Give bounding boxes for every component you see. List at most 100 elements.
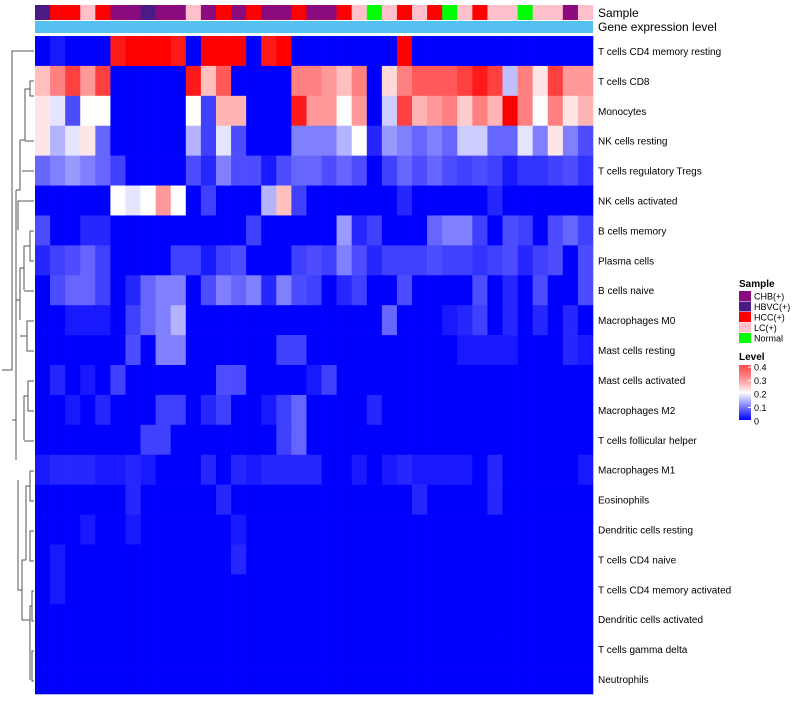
heatmap-cell (50, 36, 66, 67)
heatmap-cell (215, 394, 232, 426)
heatmap-cell (170, 36, 187, 67)
heatmap-cell (336, 574, 353, 605)
heatmap-cell (276, 544, 292, 575)
heatmap-cell (381, 305, 398, 336)
heatmap-cell (246, 305, 262, 336)
heatmap-cell (351, 305, 368, 336)
heatmap-cell (351, 664, 368, 695)
heatmap-cell (577, 454, 594, 485)
heatmap-cell (50, 604, 66, 635)
heatmap-cell (291, 185, 307, 216)
heatmap-cell (215, 514, 232, 545)
sample-annotation-cell (502, 5, 518, 20)
heatmap-cell (442, 544, 458, 575)
heatmap-cell (532, 245, 549, 276)
heatmap-cell (231, 634, 247, 665)
heatmap-cell (231, 215, 247, 246)
heatmap-cell (170, 664, 187, 695)
heatmap-cell (215, 65, 232, 97)
heatmap-cell (140, 664, 156, 695)
heatmap-cell (351, 155, 368, 186)
heatmap-cell (170, 335, 187, 366)
expression-annotation-bar (35, 21, 593, 33)
heatmap-cell (276, 514, 292, 545)
heatmap-cell (562, 245, 579, 276)
heatmap-cell (231, 574, 247, 605)
heatmap-cell (140, 245, 156, 276)
heatmap-cell (200, 275, 217, 306)
heatmap-cell (200, 36, 217, 67)
heatmap-cell (261, 125, 277, 156)
heatmap-cell (427, 125, 443, 156)
heatmap-cell (517, 604, 533, 635)
heatmap-cell (65, 65, 81, 97)
heatmap-cells (35, 36, 594, 695)
sample-annotation-cell (396, 5, 413, 20)
heatmap-cell (306, 215, 322, 246)
heatmap-cell (381, 155, 398, 186)
heatmap-cell (80, 394, 96, 426)
heatmap-cell (442, 424, 458, 456)
heatmap-cell (50, 245, 66, 276)
heatmap-cell (291, 574, 307, 605)
heatmap-cell (577, 664, 594, 695)
row-label: Macrophages M2 (598, 406, 676, 417)
heatmap-cell (487, 454, 503, 485)
heatmap-cell (366, 604, 383, 635)
heatmap-cell (427, 245, 443, 276)
heatmap-cell (215, 155, 232, 186)
heatmap-cell (155, 335, 172, 366)
heatmap-cell (261, 664, 277, 695)
heatmap-cell (276, 454, 292, 485)
heatmap-cell (487, 514, 503, 545)
row-label: Macrophages M1 (598, 466, 676, 477)
heatmap-cell (140, 335, 156, 366)
heatmap-cell (321, 454, 337, 485)
heatmap-cell (276, 664, 292, 695)
heatmap-cell (291, 454, 307, 485)
heatmap-cell (412, 365, 428, 396)
heatmap-cell (577, 394, 594, 426)
heatmap-cell (336, 604, 353, 635)
heatmap-cell (155, 36, 172, 67)
heatmap-cell (487, 335, 503, 366)
heatmap-cell (532, 365, 549, 396)
heatmap-cell (381, 514, 398, 545)
heatmap-cell (321, 484, 337, 515)
heatmap-cell (517, 664, 533, 695)
heatmap-cell (412, 484, 428, 515)
heatmap-cell (351, 215, 368, 246)
heatmap-cell (396, 634, 413, 665)
heatmap-cell (502, 634, 518, 665)
heatmap-cell (442, 245, 458, 276)
heatmap-cell (321, 305, 337, 336)
heatmap-cell (125, 275, 141, 306)
heatmap-cell (246, 544, 262, 575)
heatmap-cell (487, 634, 503, 665)
heatmap-cell (110, 215, 126, 246)
heatmap-cell (351, 424, 368, 456)
heatmap-cell (562, 305, 579, 336)
heatmap-cell (487, 394, 503, 426)
heatmap-cell (50, 634, 66, 665)
heatmap-cell (306, 65, 322, 97)
heatmap-cell (442, 95, 458, 127)
heatmap-cell (200, 155, 217, 186)
heatmap-cell (412, 245, 428, 276)
heatmap-cell (381, 365, 398, 396)
heatmap-cell (487, 424, 503, 456)
heatmap-cell (155, 185, 172, 216)
heatmap-cell (185, 514, 202, 545)
heatmap-cell (321, 544, 337, 575)
heatmap-cell (110, 185, 126, 216)
heatmap-cell (396, 245, 413, 276)
heatmap-cell (110, 65, 126, 97)
row-label: Macrophages M0 (598, 316, 676, 327)
heatmap-cell (276, 394, 292, 426)
heatmap-cell (276, 125, 292, 156)
heatmap-cell (321, 185, 337, 216)
heatmap-cell (502, 365, 518, 396)
heatmap-cell (502, 574, 518, 605)
heatmap-cell (366, 36, 383, 67)
row-label: T cells CD4 naive (598, 555, 677, 566)
